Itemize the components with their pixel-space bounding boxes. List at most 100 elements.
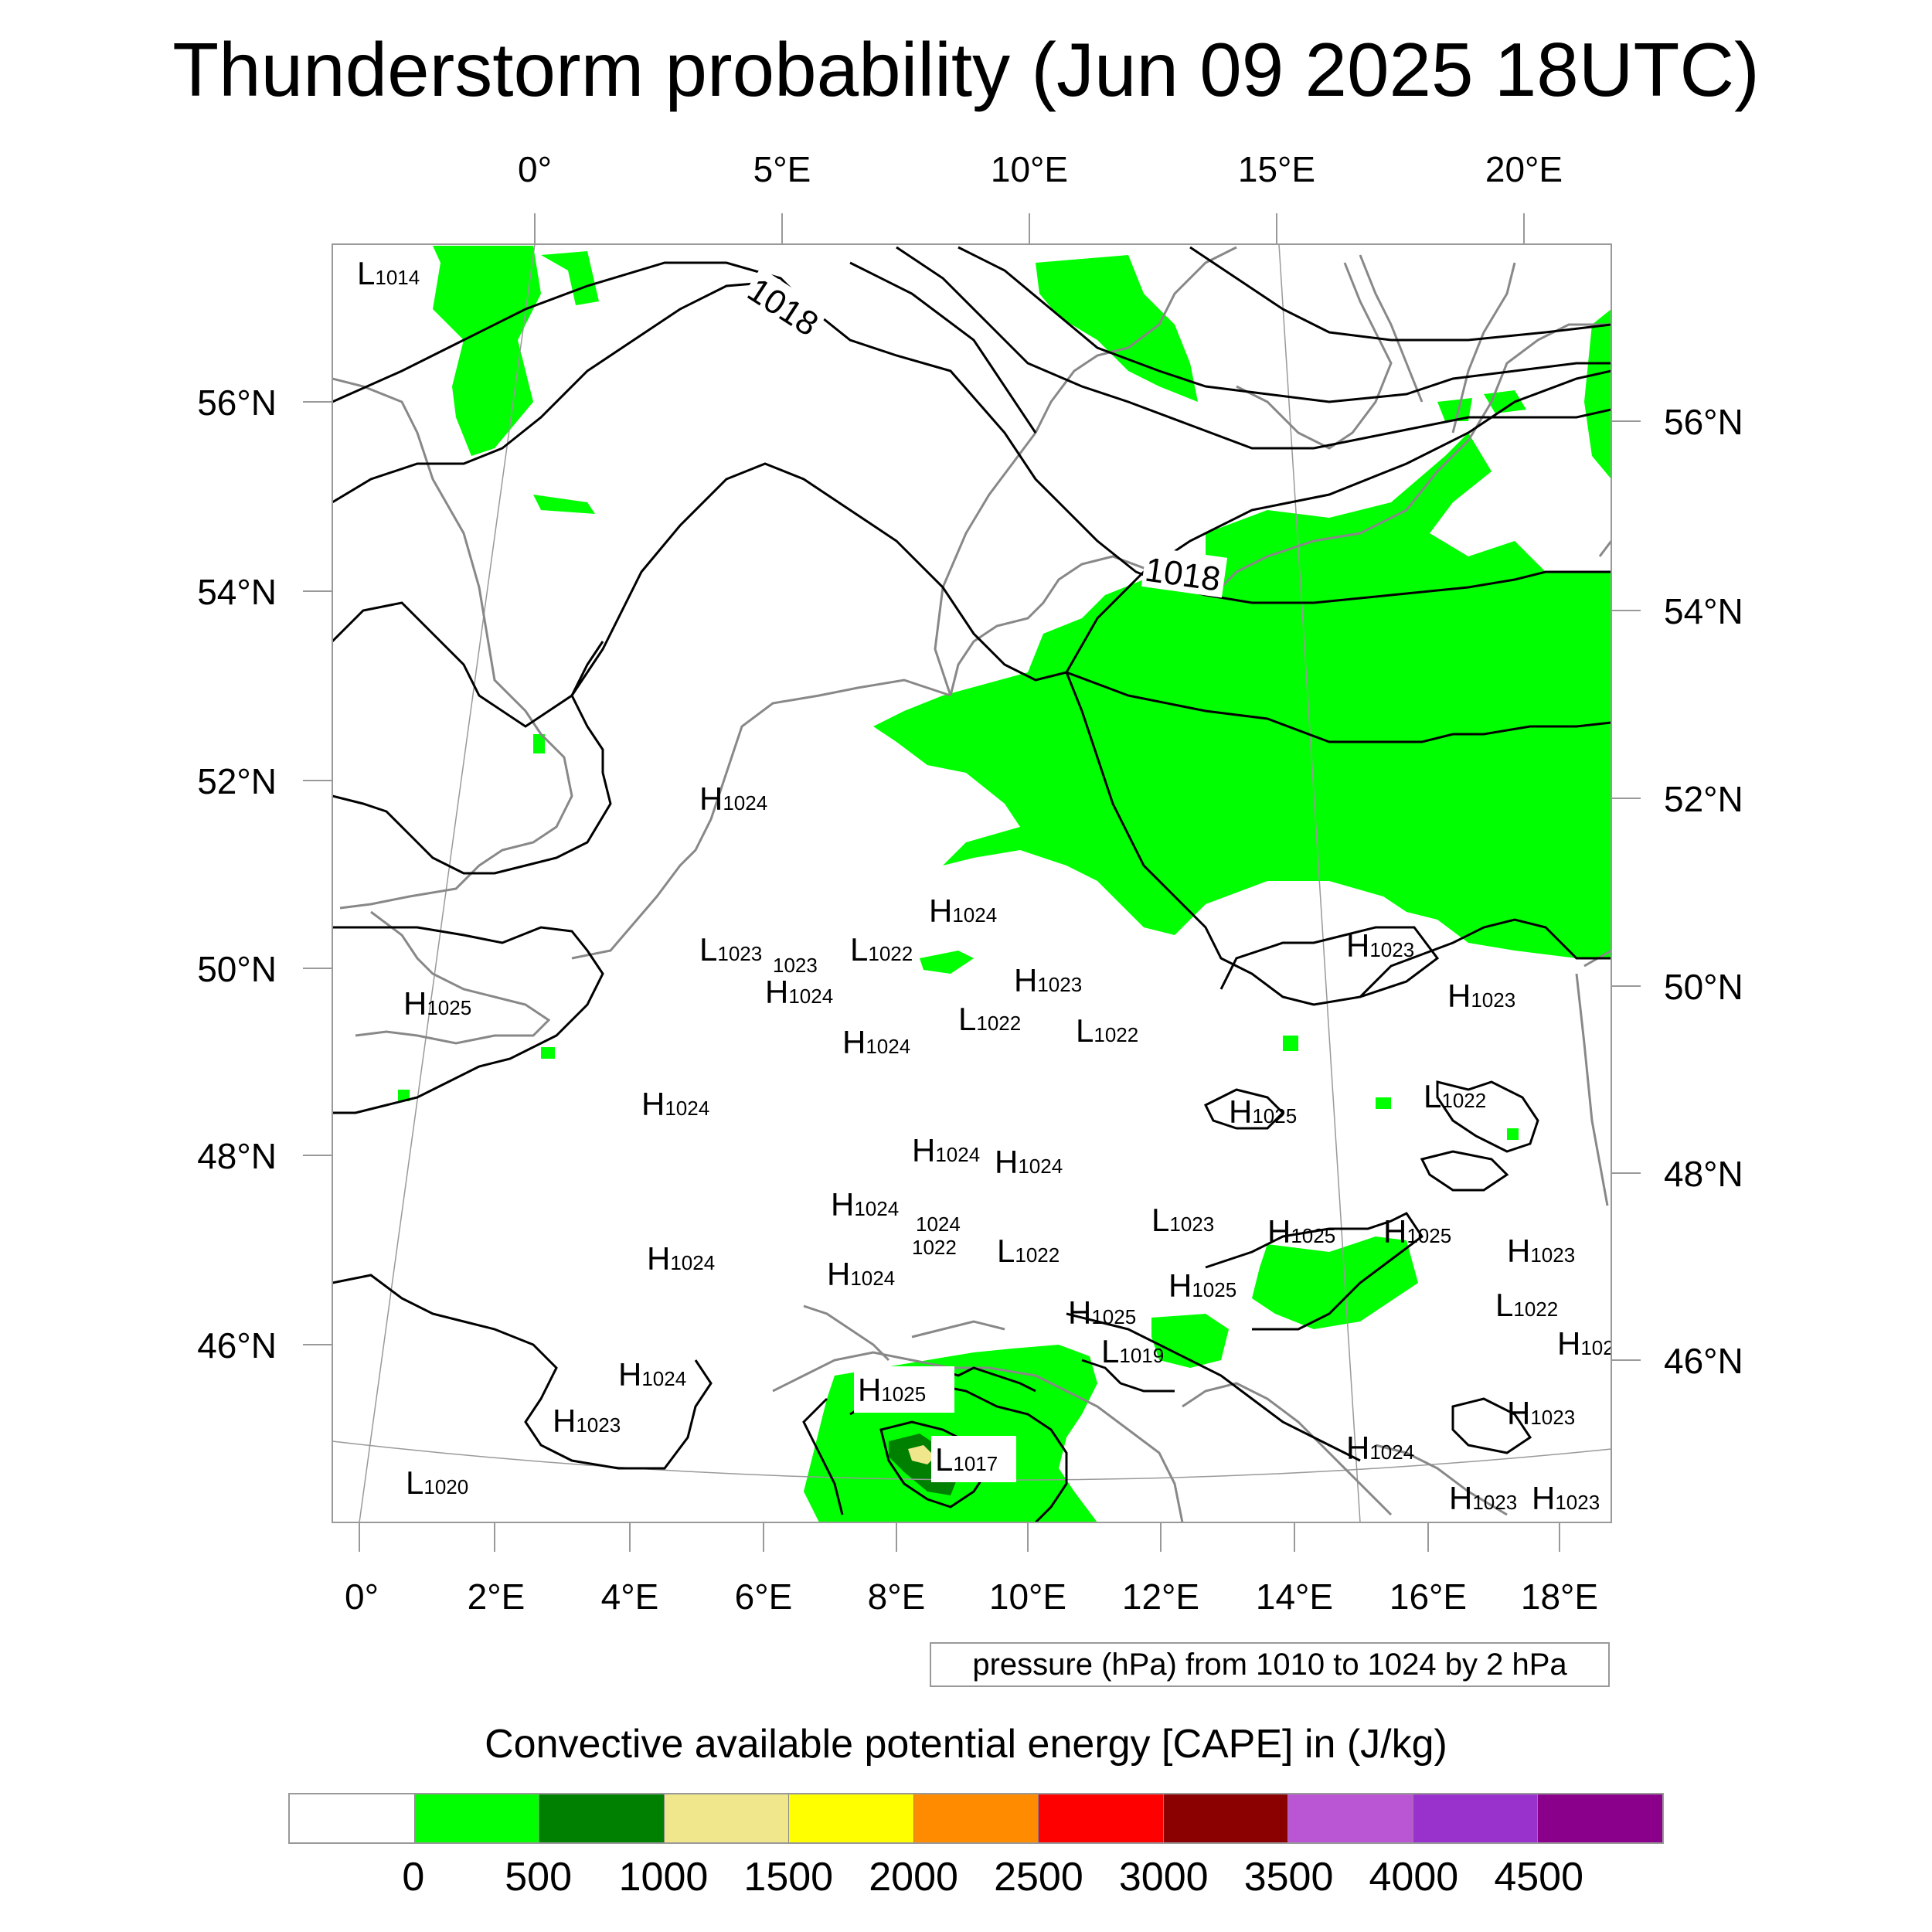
colorbar-tick-label: 4500 [1494, 1855, 1584, 1900]
bottom-lon-label: 12°E [1122, 1577, 1199, 1617]
pressure-center-l1022: L1022 [997, 1233, 1060, 1269]
pressure-center-l1023: L1023 [699, 931, 762, 968]
map-frame [332, 243, 1612, 1523]
pressure-center-l1022: L1022 [1423, 1078, 1486, 1114]
pressure-center-h102: H102 [1557, 1325, 1614, 1362]
top-lon-label: 5°E [753, 149, 811, 189]
colorbar-labels: 0 500 1000 1500 2000 2500 3000 3500 4000 4500 [0, 1853, 1932, 1907]
bottom-lon-label: 18°E [1521, 1577, 1598, 1617]
pressure-center-h1025: H1025 [858, 1372, 926, 1408]
colorbar-swatch [1288, 1794, 1413, 1842]
pressure-center-h1024: H1024 [827, 1256, 895, 1292]
top-lon-axis [534, 213, 1525, 244]
isobar-labels: 1018 1018 [739, 267, 1228, 599]
colorbar-tick-label: 3500 [1243, 1855, 1334, 1900]
pressure-center-1022: 1022 [912, 1236, 957, 1259]
colorbar-swatch [1163, 1794, 1289, 1842]
pressure-center-l1020: L1020 [406, 1464, 468, 1501]
map-title: Thunderstorm probability (Jun 09 2025 18… [172, 27, 1760, 112]
bottom-lon-label: 10°E [989, 1577, 1066, 1617]
bottom-lon-label: 16°E [1389, 1577, 1467, 1617]
top-lon-label: 20°E [1485, 149, 1563, 189]
pressure-center-h1025: H1025 [1229, 1094, 1297, 1130]
pressure-center-l1014: L1014 [357, 255, 420, 291]
colorbar-tick-label: 4000 [1369, 1855, 1459, 1900]
left-lat-label: 50°N [197, 949, 277, 989]
bottom-lon-axis [359, 1522, 1560, 1552]
pressure-center-h1023: H1023 [1449, 1480, 1517, 1516]
colorbar-tick-label: 500 [505, 1855, 573, 1900]
pressure-center-h1023: H1023 [1532, 1480, 1600, 1516]
colorbar-swatch [1413, 1794, 1539, 1842]
pressure-center-l1022: L1022 [958, 1001, 1021, 1037]
colorbar-swatch [789, 1794, 914, 1842]
pressure-center-h1023: H1023 [1507, 1233, 1575, 1269]
left-lat-label: 46°N [197, 1325, 277, 1366]
pressure-center-1023: 1023 [773, 954, 818, 977]
right-lat-label: 52°N [1664, 779, 1743, 819]
pressure-center-l1023: L1023 [1151, 1202, 1214, 1238]
cape-shading [398, 246, 1611, 1522]
left-lat-label: 54°N [197, 572, 277, 612]
bottom-lon-label: 14°E [1256, 1577, 1333, 1617]
pressure-contour-note: pressure (hPa) from 1010 to 1024 by 2 hP… [930, 1642, 1610, 1687]
colorbar-swatch [539, 1794, 665, 1842]
cape-colorbar [288, 1793, 1664, 1844]
left-lat-label: 48°N [197, 1136, 277, 1176]
right-lat-label: 54°N [1664, 591, 1743, 631]
left-lat-label: 56°N [197, 383, 277, 423]
bottom-lon-label: 2°E [468, 1577, 526, 1617]
left-lat-axis [303, 401, 332, 1345]
top-lon-label: 0° [518, 149, 552, 189]
top-lon-label: 10°E [991, 149, 1068, 189]
pressure-center-h1025: H1025 [403, 985, 471, 1022]
colorbar-title: Convective available potential energy [C… [485, 1722, 1447, 1767]
colorbar-swatch [913, 1794, 1039, 1842]
pressure-center-h1023: H1023 [1014, 962, 1082, 998]
pressure-center-h1024: H1024 [1346, 1430, 1414, 1466]
left-lat-label: 52°N [197, 761, 277, 801]
pressure-center-l1022: L1022 [1076, 1012, 1138, 1049]
pressure-center-h1024: H1024 [929, 893, 997, 929]
pressure-center-l1022: L1022 [850, 931, 913, 968]
pressure-center-h1025: H1025 [1267, 1213, 1335, 1250]
pressure-center-h1023: H1023 [1507, 1395, 1575, 1431]
top-lon-label: 15°E [1238, 149, 1315, 189]
right-lat-label: 48°N [1664, 1154, 1743, 1194]
pressure-center-h1024: H1024 [618, 1356, 686, 1393]
colorbar-tick-label: 1000 [618, 1855, 709, 1900]
pressure-center-h1024: H1024 [912, 1132, 980, 1168]
pressure-center-h1024: H1024 [765, 974, 833, 1010]
colorbar-swatch [414, 1794, 540, 1842]
pressure-center-l1022: L1022 [1495, 1287, 1558, 1323]
map-plot-area: L1014 H1024 H1024 L1023 1023 L1022 H1024… [332, 244, 1614, 1522]
bottom-lon-label: 4°E [601, 1577, 659, 1617]
pressure-center-h1024: H1024 [699, 781, 767, 817]
pressure-center-h1025: H1025 [1068, 1294, 1136, 1331]
pressure-center-h1025: H1025 [1168, 1267, 1236, 1304]
pressure-center-h1024: H1024 [842, 1024, 910, 1060]
right-lat-label: 50°N [1664, 967, 1743, 1007]
colorbar-tick-label: 1500 [743, 1855, 834, 1900]
right-lat-axis [1611, 420, 1641, 1361]
bottom-lon-label: 0° [345, 1577, 379, 1617]
pressure-center-h1024: H1024 [641, 1086, 709, 1122]
right-lat-label: 46°N [1664, 1341, 1743, 1381]
bottom-lon-label: 6°E [735, 1577, 793, 1617]
right-lat-label: 56°N [1664, 402, 1743, 442]
colorbar-tick-label: 3000 [1118, 1855, 1209, 1900]
pressure-center-h1023: H1023 [553, 1403, 621, 1439]
bottom-lon-label: 8°E [868, 1577, 926, 1617]
pressure-center-h1023: H1023 [1346, 927, 1414, 964]
colorbar-tick-label: 2000 [869, 1855, 958, 1900]
colorbar-tick-label: 2500 [994, 1855, 1083, 1900]
pressure-center-h1023: H1023 [1447, 978, 1515, 1014]
pressure-center-h1024: H1024 [647, 1240, 715, 1277]
pressure-centers: L1014 H1024 H1024 L1023 1023 L1022 H1024… [357, 255, 1614, 1516]
pressure-center-l1019: L1019 [1101, 1333, 1164, 1369]
colorbar-swatch [664, 1794, 790, 1842]
colorbar-swatch [1039, 1794, 1164, 1842]
colorbar-tick-label: 0 [402, 1855, 425, 1900]
pressure-center-h1024: H1024 [995, 1144, 1063, 1180]
